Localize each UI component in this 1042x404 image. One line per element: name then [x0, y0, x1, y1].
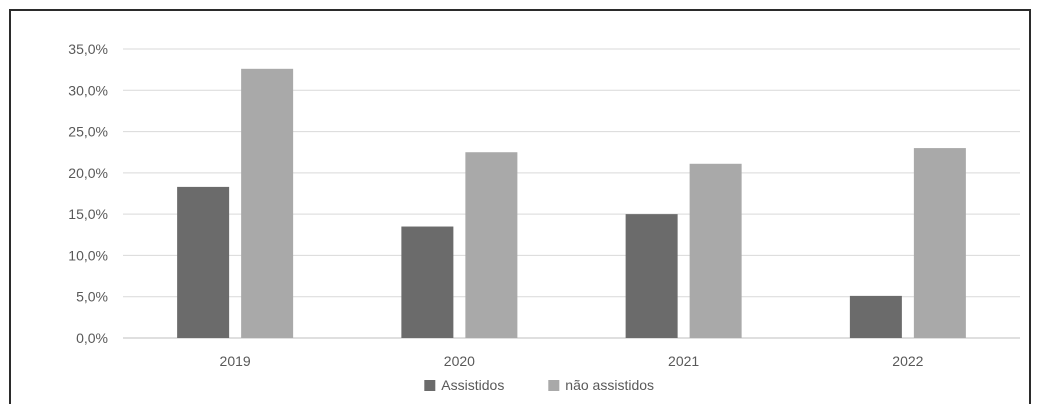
x-tick-label: 2022	[892, 353, 923, 369]
bar-assistidos-2021	[625, 214, 678, 338]
y-axis-tick-labels: 0,0% 5,0% 10,0% 15,0% 20,0% 25,0% 30,0% 35,0%	[68, 41, 108, 346]
y-tick-label: 5,0%	[76, 289, 108, 305]
x-tick-label: 2019	[220, 353, 251, 369]
y-tick-label: 20,0%	[68, 165, 108, 181]
y-tick-label: 10,0%	[68, 247, 108, 263]
x-tick-label: 2020	[444, 353, 475, 369]
bar-n-o-assistidos-2022	[913, 148, 966, 338]
y-tick-label: 25,0%	[68, 124, 108, 140]
x-axis-tick-labels: 2019 2020 2021 2022	[220, 353, 924, 369]
chart-frame	[9, 9, 1031, 404]
legend-swatch	[424, 380, 436, 391]
legend: Assistidos não assistidos	[424, 377, 654, 393]
y-tick-label: 0,0%	[76, 330, 108, 346]
y-tick-label: 15,0%	[68, 206, 108, 222]
bar-n-o-assistidos-2020	[465, 152, 518, 338]
legend-swatch	[548, 380, 560, 391]
bar-assistidos-2020	[401, 226, 454, 338]
y-tick-label: 35,0%	[68, 41, 108, 57]
bar-n-o-assistidos-2021	[689, 163, 742, 338]
legend-label: Assistidos	[441, 377, 504, 393]
bars	[177, 68, 966, 339]
bar-assistidos-2022	[849, 295, 902, 338]
bar-n-o-assistidos-2019	[241, 68, 294, 339]
x-tick-label: 2021	[668, 353, 699, 369]
y-tick-label: 30,0%	[68, 82, 108, 98]
legend-label: não assistidos	[565, 377, 654, 393]
bar-assistidos-2019	[177, 186, 230, 338]
